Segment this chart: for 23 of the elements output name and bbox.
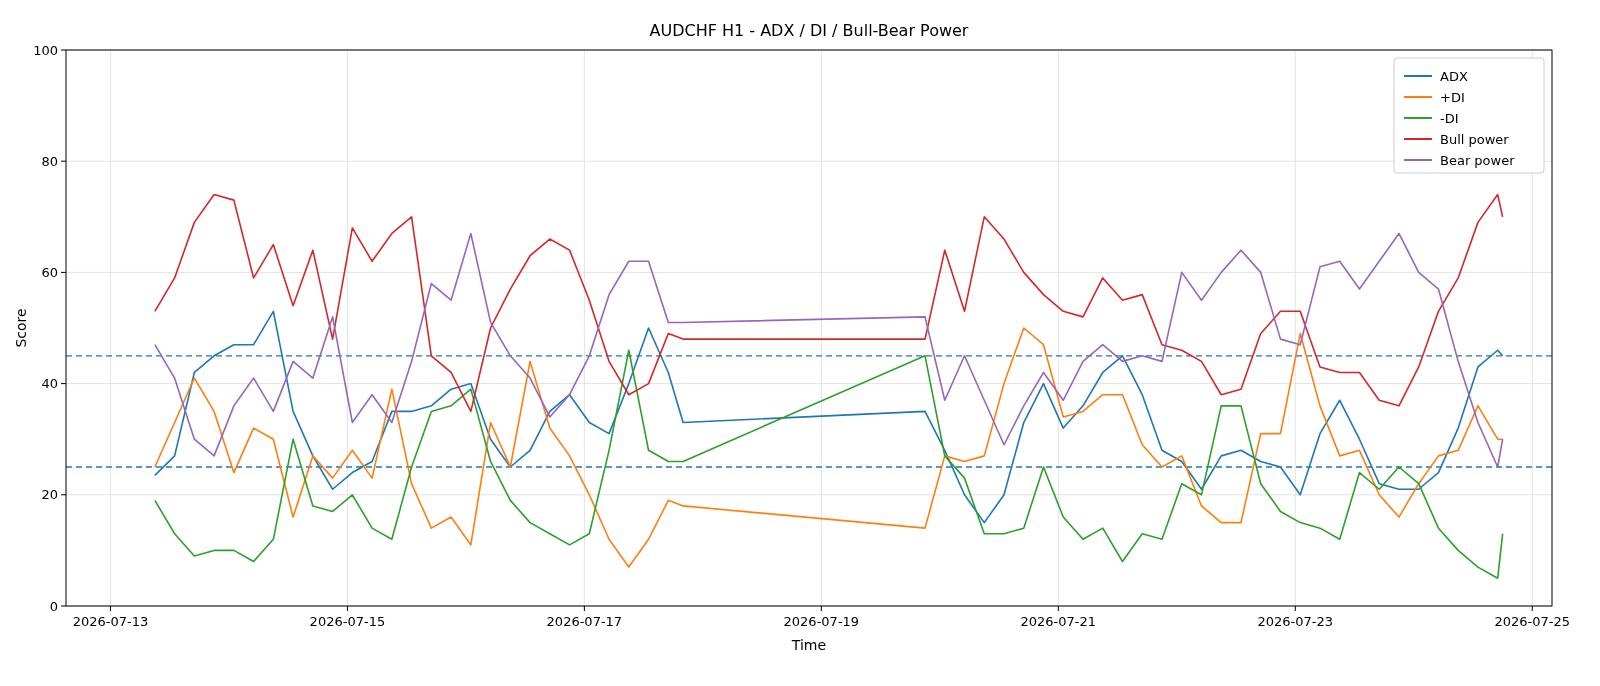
legend-label: Bear power <box>1440 152 1516 168</box>
legend-label: ADX <box>1440 68 1468 84</box>
y-tick-label: 40 <box>41 376 58 392</box>
line-series <box>154 193 1504 413</box>
x-tick-label: 2026-07-17 <box>546 614 623 629</box>
legend-label: -DI <box>1440 110 1459 126</box>
x-tick-label: 2026-07-15 <box>309 614 386 629</box>
x-tick-label: 2026-07-19 <box>783 614 860 629</box>
x-tick-label: 2026-07-25 <box>1494 614 1571 629</box>
x-tick-label: 2026-07-23 <box>1257 614 1334 629</box>
y-tick-label: 100 <box>33 42 58 58</box>
y-tick-label: 0 <box>49 598 58 614</box>
x-axis-title: Time <box>790 637 827 653</box>
chart-title: AUDCHF H1 - ADX / DI / Bull-Bear Power <box>649 21 969 40</box>
y-tick-label: 80 <box>41 153 58 169</box>
x-tick-label: 2026-07-13 <box>72 614 149 629</box>
legend-label: +DI <box>1440 89 1465 105</box>
line-series <box>154 232 1504 468</box>
legend-label: Bull power <box>1440 131 1510 147</box>
y-tick-label: 60 <box>41 264 58 280</box>
y-tick-label: 20 <box>41 487 58 503</box>
y-axis-title: Score <box>13 308 29 348</box>
x-tick-label: 2026-07-21 <box>1020 614 1097 629</box>
